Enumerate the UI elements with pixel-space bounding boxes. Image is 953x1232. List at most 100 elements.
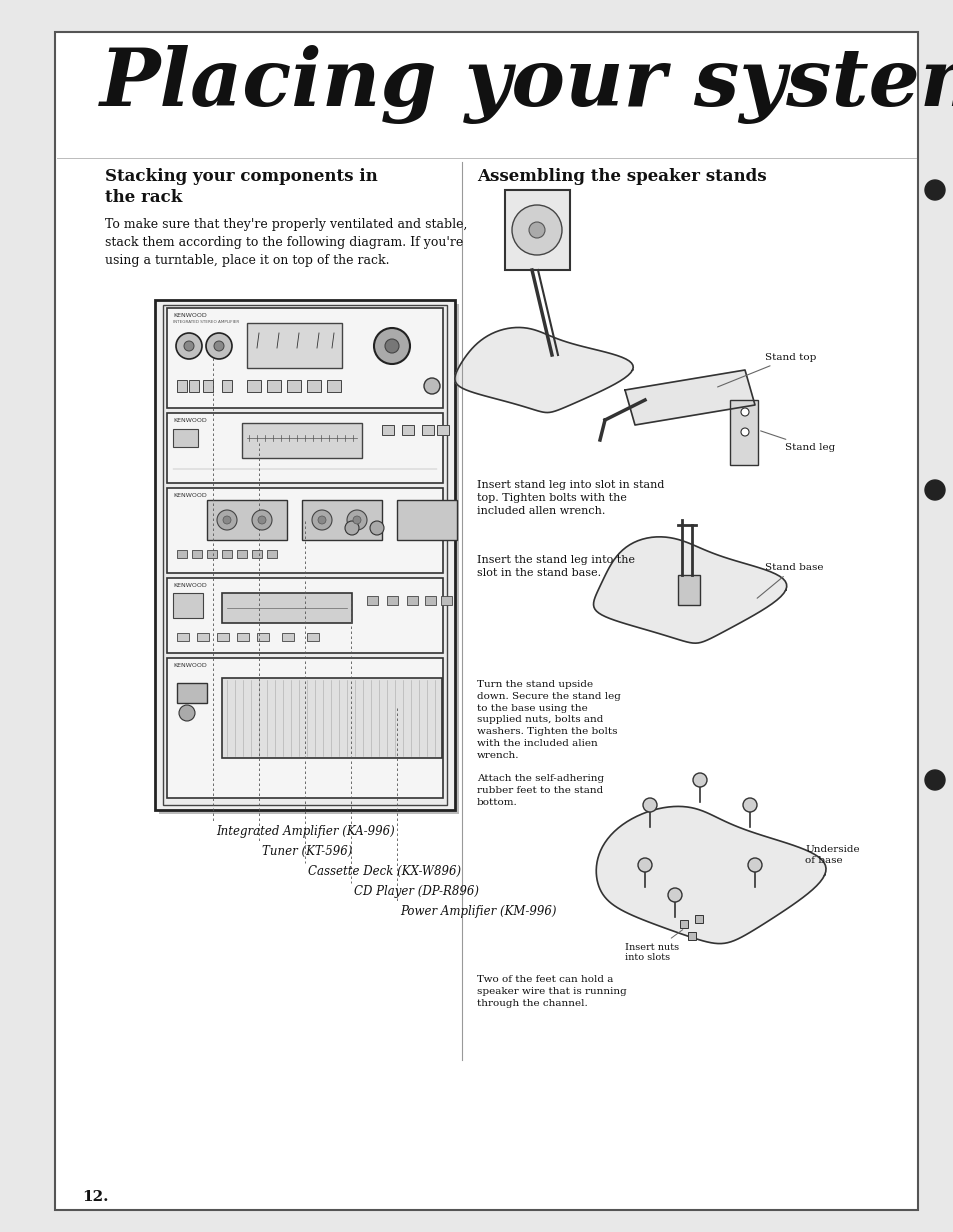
Text: INTEGRATED STEREO AMPLIFIER: INTEGRATED STEREO AMPLIFIER [172, 320, 239, 324]
Bar [387, 596, 397, 605]
Text: Turn the stand upside
down. Secure the stand leg
to the base using the
supplied : Turn the stand upside down. Secure the s… [476, 680, 620, 807]
Bar [207, 500, 287, 540]
Bar [167, 308, 442, 408]
Bar [177, 379, 187, 392]
Text: Two of the feet can hold a
speaker wire that is running
through the channel.: Two of the feet can hold a speaker wire … [476, 975, 626, 1008]
Text: Placing your system: Placing your system [100, 46, 953, 124]
Text: KENWOOD: KENWOOD [172, 418, 207, 423]
Bar [216, 633, 229, 641]
Circle shape [638, 857, 651, 872]
Bar [421, 425, 434, 435]
Circle shape [345, 521, 358, 535]
Bar [440, 596, 452, 605]
Bar [687, 931, 696, 940]
Circle shape [184, 341, 193, 351]
Text: 12.: 12. [82, 1190, 109, 1204]
Circle shape [740, 408, 748, 416]
Polygon shape [596, 807, 825, 944]
Text: To make sure that they're properly ventilated and stable,
stack them according t: To make sure that they're properly venti… [105, 218, 467, 267]
Bar [267, 379, 281, 392]
Circle shape [740, 428, 748, 436]
Bar [154, 301, 455, 809]
Circle shape [374, 328, 410, 363]
Bar [177, 549, 187, 558]
Circle shape [257, 516, 266, 524]
Bar [177, 683, 207, 703]
Bar [189, 379, 199, 392]
Bar [678, 575, 700, 605]
Bar [172, 593, 203, 618]
Text: KENWOOD: KENWOOD [172, 583, 207, 588]
Bar [196, 633, 209, 641]
Text: Stand leg: Stand leg [760, 431, 835, 452]
Bar [167, 413, 442, 483]
Bar [695, 915, 702, 923]
Bar [679, 920, 687, 928]
Text: KENWOOD: KENWOOD [172, 663, 207, 668]
Text: Stand top: Stand top [717, 354, 816, 387]
Circle shape [423, 378, 439, 394]
Bar [222, 678, 441, 758]
Bar [307, 379, 320, 392]
Polygon shape [624, 370, 754, 425]
Circle shape [175, 333, 202, 359]
Circle shape [924, 180, 944, 200]
Text: Insert stand leg into slot in stand
top. Tighten bolts with the
included allen w: Insert stand leg into slot in stand top.… [476, 480, 663, 516]
Bar [167, 488, 442, 573]
Bar [504, 190, 569, 270]
Text: Stand base: Stand base [757, 563, 822, 599]
Polygon shape [593, 537, 786, 643]
Bar [203, 379, 213, 392]
Text: Tuner (KT-596): Tuner (KT-596) [262, 845, 352, 857]
Circle shape [747, 857, 761, 872]
Text: KENWOOD: KENWOOD [172, 493, 207, 498]
Bar [159, 304, 458, 814]
Bar [282, 633, 294, 641]
Bar [236, 549, 247, 558]
Bar [177, 633, 189, 641]
Bar [172, 429, 198, 447]
Bar [401, 425, 414, 435]
Bar [167, 658, 442, 798]
Bar [729, 400, 758, 464]
Bar [247, 323, 341, 368]
Circle shape [223, 516, 231, 524]
Circle shape [317, 516, 326, 524]
Circle shape [179, 705, 194, 721]
Text: KENWOOD: KENWOOD [172, 313, 207, 318]
Bar [367, 596, 377, 605]
Circle shape [347, 510, 367, 530]
Bar [252, 549, 262, 558]
Polygon shape [455, 328, 633, 413]
Circle shape [692, 772, 706, 787]
Bar [247, 379, 261, 392]
Bar [424, 596, 436, 605]
Text: Assembling the speaker stands: Assembling the speaker stands [476, 168, 766, 185]
Bar [267, 549, 276, 558]
Bar [222, 379, 232, 392]
Circle shape [213, 341, 224, 351]
Text: Underside
of base: Underside of base [804, 845, 859, 865]
Text: Stacking your components in
the rack: Stacking your components in the rack [105, 168, 377, 206]
Text: Integrated Amplifier (KA-996): Integrated Amplifier (KA-996) [215, 825, 395, 838]
Circle shape [512, 205, 561, 255]
Bar [236, 633, 249, 641]
Text: Insert nuts
into slots: Insert nuts into slots [624, 930, 682, 962]
Bar [307, 633, 318, 641]
Circle shape [667, 888, 681, 902]
Bar [222, 549, 232, 558]
Circle shape [312, 510, 332, 530]
Text: Insert the stand leg into the
slot in the stand base.: Insert the stand leg into the slot in th… [476, 554, 635, 578]
Bar [381, 425, 394, 435]
Circle shape [216, 510, 236, 530]
Bar [407, 596, 417, 605]
Bar [167, 578, 442, 653]
Circle shape [924, 480, 944, 500]
Text: Power Amplifier (KM-996): Power Amplifier (KM-996) [399, 906, 556, 918]
Circle shape [206, 333, 232, 359]
Text: CD Player (DP-R896): CD Player (DP-R896) [354, 885, 478, 898]
Bar [327, 379, 340, 392]
Bar [302, 500, 381, 540]
Circle shape [370, 521, 384, 535]
Bar [436, 425, 449, 435]
